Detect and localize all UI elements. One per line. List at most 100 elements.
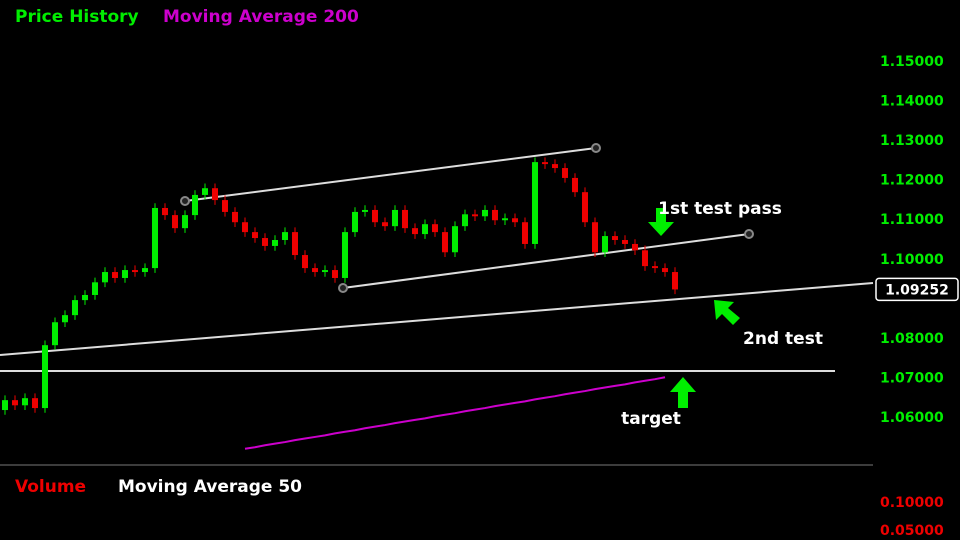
candle-body	[322, 270, 328, 273]
legend-entry: Price History	[15, 7, 139, 27]
candle-body	[132, 270, 138, 273]
candle-body	[202, 188, 208, 195]
y-tick-label: 1.10000	[880, 252, 944, 268]
candle-body	[542, 162, 548, 165]
annotation: target	[621, 409, 681, 429]
candle-body	[372, 209, 378, 223]
candle-body	[222, 200, 228, 212]
candle-body	[402, 209, 408, 229]
y-tick-label: 1.14000	[880, 94, 944, 110]
y-tick-label: 1.11000	[880, 212, 944, 228]
candle-body	[472, 214, 478, 217]
candle-body	[72, 300, 78, 316]
candle-body	[622, 240, 628, 244]
candle-body	[522, 222, 528, 244]
candle-body	[422, 224, 428, 235]
candle-body	[602, 236, 608, 253]
legend-entry: Moving Average 50	[118, 477, 302, 497]
candle-body	[312, 268, 318, 273]
candle-body	[562, 168, 568, 178]
annotation: 1st test pass	[658, 199, 782, 219]
candle-body	[452, 226, 458, 253]
candle-body	[212, 188, 218, 201]
candle-body	[182, 215, 188, 229]
candle-body	[62, 315, 68, 323]
y-tick-label: 1.06000	[880, 410, 944, 426]
candle-body	[462, 214, 468, 227]
candle-body	[22, 398, 28, 406]
candle-body	[282, 232, 288, 241]
y-tick-label: 1.12000	[880, 173, 944, 189]
candle-body	[442, 232, 448, 253]
y-tick-label: 1.13000	[880, 133, 944, 149]
candle-body	[552, 164, 558, 169]
y-tick-label: 1.15000	[880, 54, 944, 70]
candle-body	[292, 232, 298, 256]
last-price-box	[875, 277, 959, 302]
candle-body	[262, 238, 268, 246]
candle-body	[632, 243, 638, 251]
legend-entry: Moving Average 200	[163, 7, 359, 27]
candle-body	[142, 268, 148, 273]
candle-body	[652, 266, 658, 269]
line-handle	[744, 229, 754, 239]
candle-body	[592, 222, 598, 253]
candle-body	[302, 255, 308, 269]
arrow-down	[648, 208, 674, 236]
support-trend-line	[0, 282, 874, 356]
candle-body	[272, 240, 278, 246]
candle-body	[242, 222, 248, 233]
candle-body	[122, 270, 128, 278]
candle-body	[512, 218, 518, 223]
candle-body	[332, 270, 338, 278]
candle-body	[32, 398, 38, 409]
arrows	[648, 208, 740, 408]
candle-body	[82, 294, 88, 301]
candle-body	[102, 272, 108, 283]
line-handle	[591, 143, 601, 153]
annotation: 2nd test	[743, 329, 823, 349]
candle-body	[412, 228, 418, 235]
candle-body	[252, 232, 258, 239]
candle-body	[162, 207, 168, 216]
candle-body	[52, 322, 58, 346]
trend-lines	[0, 143, 874, 372]
candle-body	[12, 400, 18, 406]
candle-body	[172, 215, 178, 229]
volume-pane: Volume Moving Average 50 0.10000 0.05000	[15, 477, 944, 539]
candle-body	[492, 209, 498, 221]
legend-entry: Volume	[15, 477, 86, 497]
candle-body	[392, 209, 398, 227]
y-tick-label: 1.07000	[880, 370, 944, 386]
candle-body	[582, 192, 588, 223]
candle-body	[612, 236, 618, 241]
arrow-up-left	[714, 300, 740, 325]
candle-body	[362, 209, 368, 212]
candle-body	[482, 209, 488, 217]
candle-body	[342, 232, 348, 278]
candle-body	[352, 211, 358, 233]
line-handle	[338, 283, 348, 293]
candle-body	[382, 222, 388, 227]
last-price-label: 1.09252	[885, 282, 949, 298]
moving-average-line	[244, 376, 666, 450]
candle-body	[662, 268, 668, 273]
candle-body	[2, 400, 8, 411]
candle-body	[672, 272, 678, 290]
candle-body	[42, 345, 48, 409]
candle-body	[642, 250, 648, 267]
y-tick-label: 0.10000	[880, 495, 944, 511]
candle-body	[232, 211, 238, 223]
line-handle	[180, 196, 190, 206]
channel-lower	[342, 233, 750, 289]
candle-body	[192, 194, 198, 216]
candle-body	[92, 282, 98, 295]
candle-body	[532, 162, 538, 244]
y-tick-label: 0.05000	[880, 523, 944, 539]
candle-body	[112, 272, 118, 278]
channel-upper	[184, 147, 597, 202]
candle-body	[432, 224, 438, 233]
candle-body	[152, 207, 158, 269]
price-pane: Price History Moving Average 200 1.15000 1.…	[2, 7, 959, 450]
y-tick-label: 1.08000	[880, 331, 944, 347]
